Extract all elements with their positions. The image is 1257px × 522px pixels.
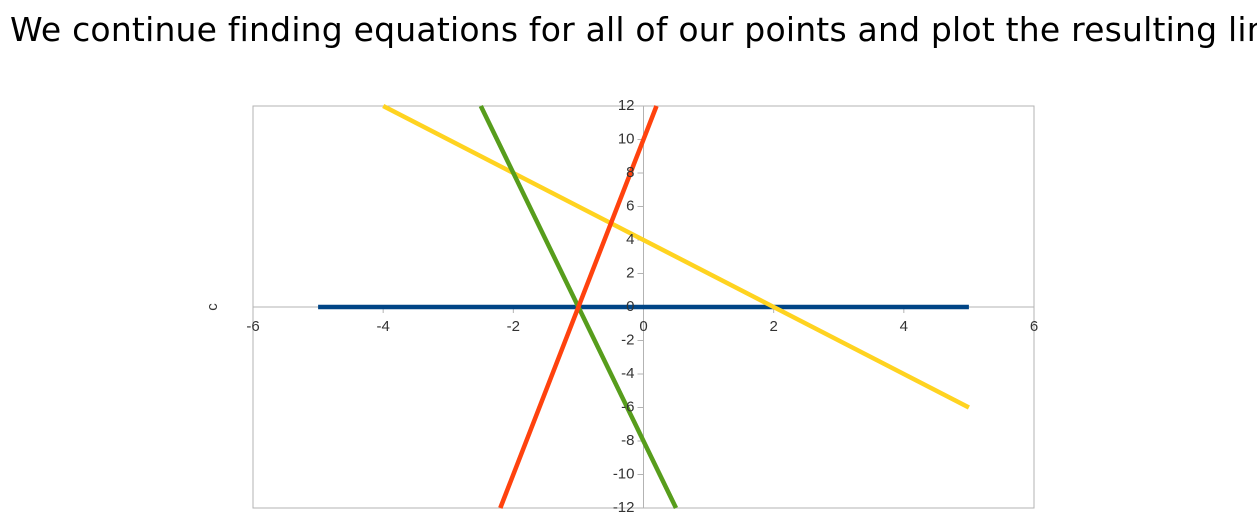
y-tick-label: 0 [626, 298, 634, 315]
y-axis-title: c [204, 303, 221, 311]
y-tick-label: -10 [613, 465, 635, 482]
heading-text: We continue finding equations for all of… [10, 10, 1257, 49]
y-tick-label: 8 [626, 164, 634, 181]
y-tick-label: -4 [621, 365, 634, 382]
x-tick-label: 2 [769, 318, 777, 335]
series-lines [318, 103, 970, 509]
y-tick-label: 2 [626, 264, 634, 281]
x-tick-label: 4 [900, 318, 908, 335]
series-line-4 [498, 105, 659, 509]
x-tick-label: -6 [246, 318, 259, 335]
y-tick-label: -8 [621, 432, 634, 449]
y-tick-label: 10 [618, 130, 635, 147]
y-tick-label: -2 [621, 331, 634, 348]
y-tick-label: 12 [618, 97, 635, 114]
series-line-2 [382, 103, 970, 410]
y-tick-label: -6 [621, 398, 634, 415]
x-tick-label: 6 [1030, 318, 1038, 335]
y-tick-labels: -12 -10 -8 -6 -4 -2 0 2 4 6 8 10 12 [613, 97, 635, 516]
x-tick-label: -4 [376, 318, 389, 335]
x-tick-labels: -6 -4 -2 0 2 4 6 [246, 318, 1038, 335]
x-tick-label: 0 [639, 318, 647, 335]
y-tick-label: -12 [613, 499, 635, 516]
x-tick-label: -2 [507, 318, 520, 335]
y-tick-label: 6 [626, 197, 634, 214]
y-tick-label: 4 [626, 231, 634, 248]
